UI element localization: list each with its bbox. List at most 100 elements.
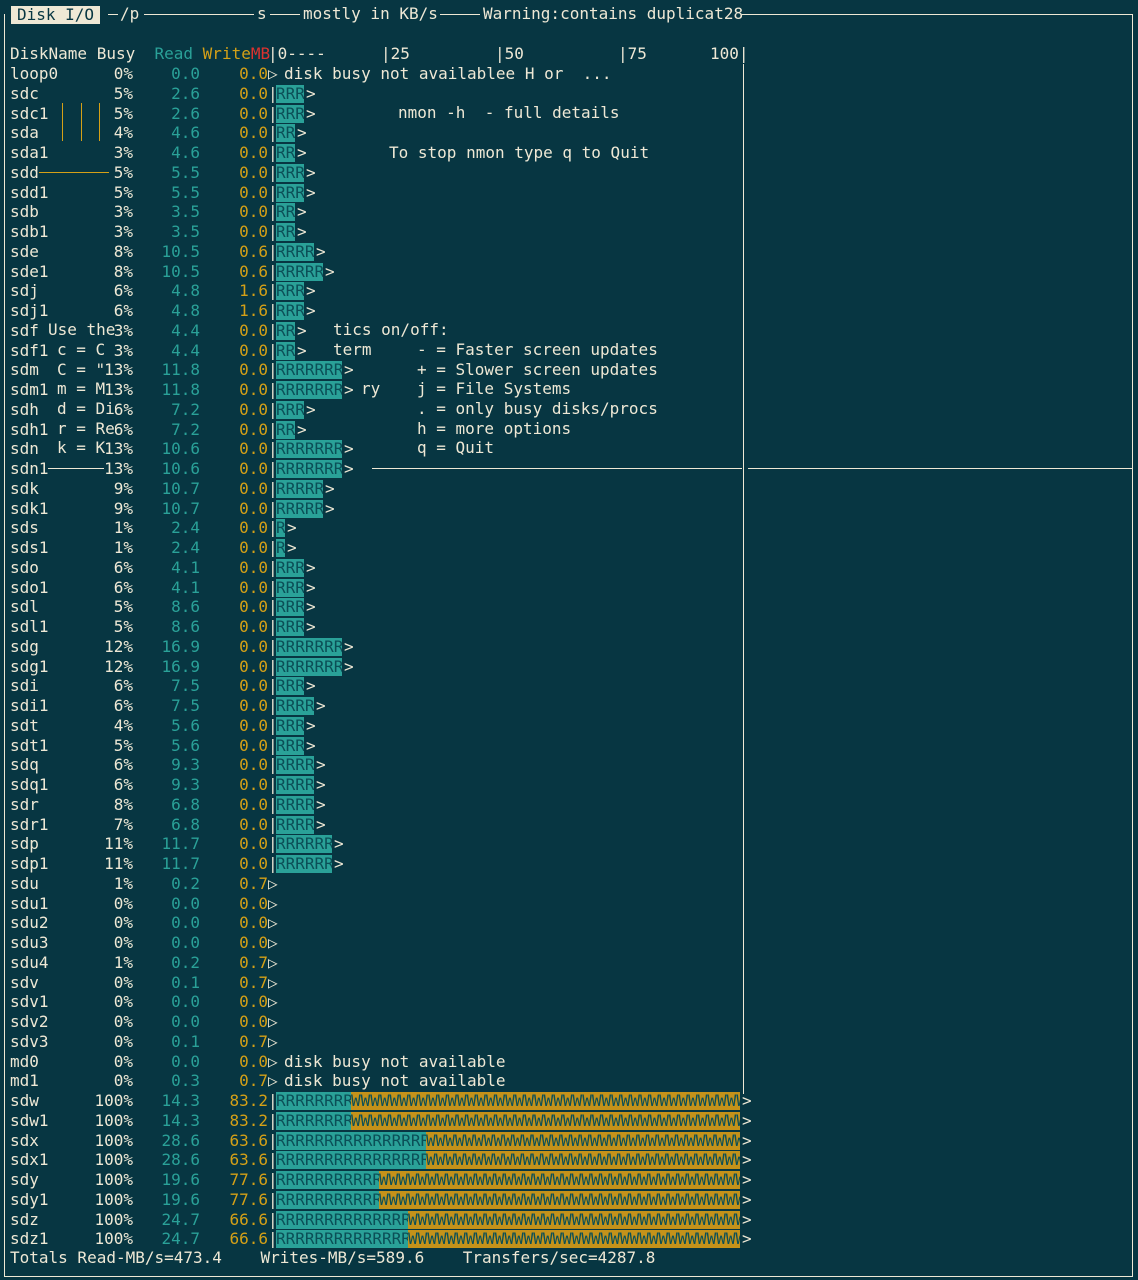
scale-marker: | [268, 242, 278, 261]
disk-write: 0.0 [239, 64, 268, 83]
disk-io-tab[interactable]: Disk I/O [11, 6, 101, 24]
bar-end-marker: > [306, 281, 316, 300]
scale-marker: | [268, 795, 278, 814]
disk-busy: 0% [113, 933, 133, 952]
disk-busy: 5% [113, 617, 133, 636]
bar-end-marker: > [742, 1131, 752, 1150]
disk-name: sdj [10, 281, 39, 300]
scale-marker: | [268, 775, 278, 794]
scale-marker: ▷ [268, 953, 278, 972]
disk-busy: 100% [94, 1229, 133, 1248]
disk-busy: 3% [113, 321, 133, 340]
disk-read: 4.1 [171, 558, 200, 577]
popup-border-yellow [39, 172, 109, 173]
disk-name: sdt1 [10, 736, 49, 755]
bar-end-marker: > [344, 439, 354, 458]
disk-write: 0.0 [239, 84, 268, 103]
scale-marker: ▷ [268, 1052, 278, 1071]
scale-0: |0---- [268, 44, 326, 63]
popup-edge-yellow [81, 103, 82, 141]
disk-write: 0.0 [239, 933, 268, 952]
read-bar: RRRRRRRRRRR [276, 1171, 379, 1189]
read-bar: RRRRRRR [276, 381, 342, 399]
disk-read: 2.6 [171, 104, 200, 123]
title-rule [440, 14, 480, 15]
disk-name: sdy [10, 1170, 39, 1189]
disk-read: 0.0 [171, 992, 200, 1011]
disk-name: sdt [10, 716, 39, 735]
scale-marker: | [268, 1229, 278, 1248]
disk-name: sdz [10, 1210, 39, 1229]
disk-busy: 6% [113, 755, 133, 774]
disk-write: 0.0 [239, 202, 268, 221]
write-bar: WWWWWWWWWWWWWWWWWWWWWWWWWWWWWWWWWWWWWWWW… [379, 1171, 740, 1189]
disk-read: 3.5 [171, 202, 200, 221]
disk-busy: 8% [113, 262, 133, 281]
scale-marker: | [268, 360, 278, 379]
disk-write: 1.6 [239, 301, 268, 320]
disk-name: sde [10, 242, 39, 261]
bar-end-marker: > [316, 242, 326, 261]
scale-marker: | [268, 815, 278, 834]
disk-busy: 5% [113, 183, 133, 202]
read-bar: RRRRRRRR [276, 1092, 351, 1110]
disk-write: 0.0 [239, 755, 268, 774]
bar-end-marker: > [742, 1210, 752, 1229]
disk-read: 8.6 [171, 597, 200, 616]
scale-marker: | [268, 143, 278, 162]
disk-busy: 0% [113, 1071, 133, 1090]
disk-busy: 1% [113, 953, 133, 972]
disk-read: 0.2 [171, 953, 200, 972]
disk-busy: 100% [94, 1091, 133, 1110]
bar-end-marker: > [316, 795, 326, 814]
read-bar: RRRR [276, 776, 314, 794]
disk-name: sdw [10, 1091, 39, 1110]
scale-marker: | [268, 499, 278, 518]
disk-read: 10.6 [161, 439, 200, 458]
disk-read: 4.8 [171, 301, 200, 320]
disk-write: 0.0 [239, 499, 268, 518]
title-rule [270, 14, 300, 15]
read-bar: RRR [276, 105, 304, 123]
disk-read: 14.3 [161, 1111, 200, 1130]
bar-end-marker: > [344, 637, 354, 656]
disk-write: 1.6 [239, 281, 268, 300]
read-bar: RRRR [276, 816, 314, 834]
scale-marker: ▷ [268, 874, 278, 893]
disk-name: sdu [10, 874, 39, 893]
write-bar: WWWWWWWWWWWWWWWWWWWWWWWWWWWWWWWWWWWWWWWW… [408, 1230, 740, 1248]
scale-marker: | [268, 578, 278, 597]
disk-write: 0.0 [239, 992, 268, 1011]
disk-name: sdd1 [10, 183, 49, 202]
disk-note: disk busy not availablee H or ... [284, 64, 612, 83]
disk-read: 28.6 [161, 1131, 200, 1150]
disk-name: sdo [10, 558, 39, 577]
disk-read: 5.5 [171, 183, 200, 202]
disk-name: sdo1 [10, 578, 49, 597]
read-bar: RRR [276, 598, 304, 616]
scale-marker: | [268, 736, 278, 755]
help-r: r = Re [57, 419, 115, 439]
write-bar: WWWWWWWWWWWWWWWWWWWWWWWWWWWWWWWWWWWWWWWW… [426, 1132, 740, 1150]
read-bar: RRRR [276, 243, 314, 261]
read-bar: RRRRRR [276, 855, 332, 873]
disk-busy: 0% [113, 1052, 133, 1071]
read-bar: RRRRRRR [276, 440, 342, 458]
read-bar: RRR [276, 677, 304, 695]
disk-write: 0.0 [239, 894, 268, 913]
disk-read: 6.8 [171, 815, 200, 834]
popup-edge-yellow [99, 103, 100, 141]
read-bar: RR [276, 124, 295, 142]
read-bar: RRRRRRRRRRRRRRRR [276, 1132, 426, 1150]
disk-write: 0.0 [239, 578, 268, 597]
disk-read: 10.7 [161, 479, 200, 498]
scale-marker: | [268, 755, 278, 774]
scale-marker: | [268, 1091, 278, 1110]
read-bar: RRR [276, 302, 304, 320]
write-bar: WWWWWWWWWWWWWWWWWWWWWWWWWWWWWWWWWWWWWWWW… [379, 1191, 740, 1209]
totals-row: Totals Read-MB/s=473.4 Writes-MB/s=589.6… [10, 1248, 655, 1268]
read-bar: RRRRRRR [276, 460, 342, 478]
disk-name: sdf [10, 321, 39, 340]
scale-marker: | [268, 341, 278, 360]
disk-read: 2.6 [171, 84, 200, 103]
